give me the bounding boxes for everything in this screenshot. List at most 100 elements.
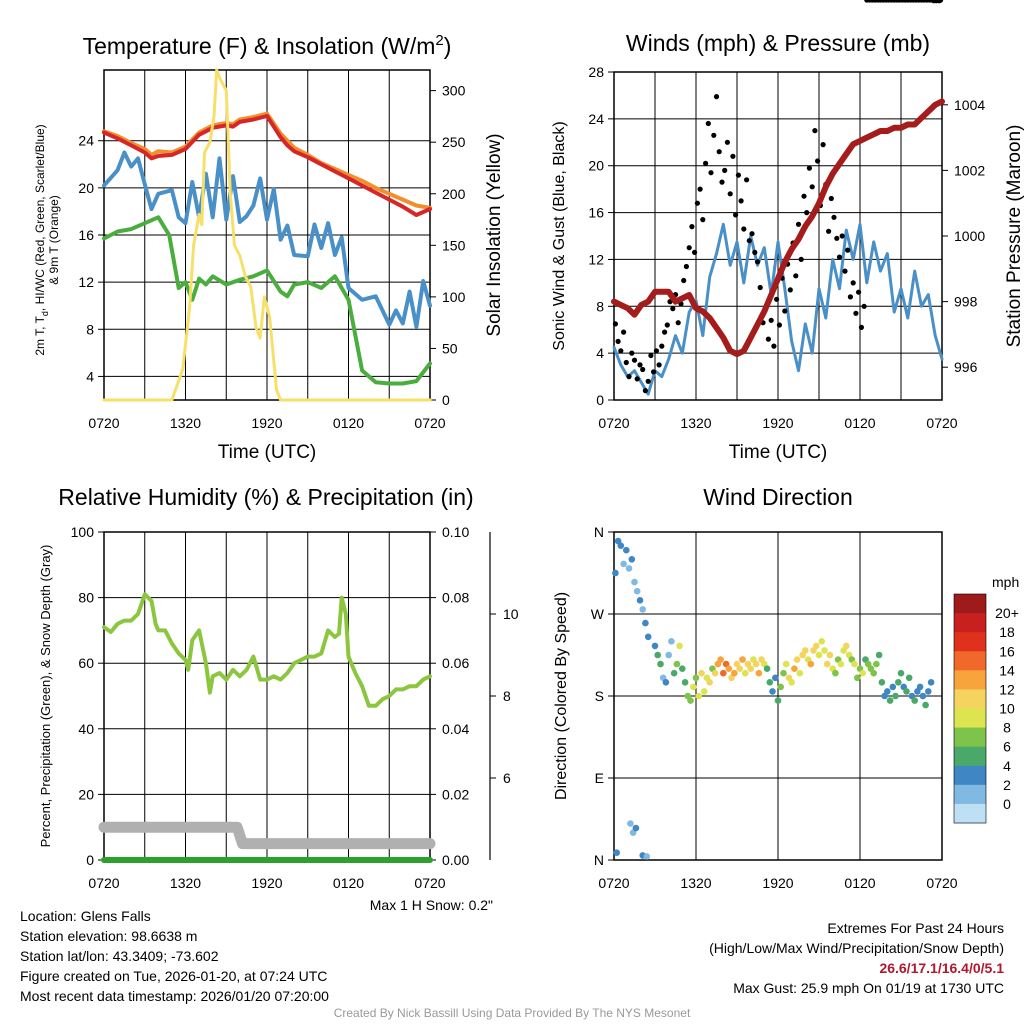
colorbar-label: 18 xyxy=(999,624,1015,640)
y-tick-label: 80 xyxy=(78,590,94,606)
gust-point xyxy=(697,186,703,192)
y-right-tick-label: 250 xyxy=(442,134,466,150)
y-tick-label: S xyxy=(595,688,604,704)
gust-point xyxy=(795,221,802,227)
direction-point xyxy=(720,669,727,677)
colorbar: mph 20+ 18 16 14 12 10 8 6 4 2 0 xyxy=(953,574,1019,824)
gust-point xyxy=(741,226,747,232)
gust-point xyxy=(850,280,856,286)
series-dew-point-line xyxy=(102,215,432,386)
extremes-title: Extremes For Past 24 Hours xyxy=(827,920,1004,936)
direction-point xyxy=(613,849,620,856)
direction-point xyxy=(793,656,801,663)
x-tick-label: 1320 xyxy=(680,875,711,891)
y-tick-label: W xyxy=(591,606,605,622)
y-tick-label: 16 xyxy=(588,205,604,221)
extremes-values: 26.6/17.1/16.4/0/5.1 xyxy=(879,960,1004,976)
gust-point xyxy=(839,233,845,239)
direction-point xyxy=(892,692,899,700)
y-right-tick-label: 1002 xyxy=(954,162,985,178)
extremes-panel: Extremes For Past 24 Hours (High/Low/Max… xyxy=(709,918,1004,998)
y-right-tick-label: 300 xyxy=(442,83,466,99)
gust-point xyxy=(757,284,763,291)
series-sonic-wind-line xyxy=(612,222,944,396)
direction-point xyxy=(889,683,897,691)
gust-point xyxy=(768,317,774,323)
direction-point xyxy=(632,824,640,832)
y-right-tick-label: 0.04 xyxy=(442,721,469,737)
direction-point xyxy=(633,587,641,595)
gust-point xyxy=(754,259,761,265)
y-right-tick-label: 1000 xyxy=(954,228,985,244)
direction-point xyxy=(717,656,724,663)
chart-title-end: ) xyxy=(444,33,452,59)
direction-point xyxy=(706,679,713,686)
chart-wind-panel: 0720 1320 1920 0120 0720 0 4 8 12 16 20 24 28 996 998 1… xyxy=(551,0,1024,463)
gust-point xyxy=(812,128,818,134)
x-tick-label: 0720 xyxy=(414,415,445,431)
gust-point xyxy=(730,153,736,159)
gust-point xyxy=(612,321,619,327)
plot-frame xyxy=(103,69,431,401)
gust-point xyxy=(815,158,821,164)
y-right-tick-label: 0.02 xyxy=(442,786,469,802)
gust-point xyxy=(727,191,733,197)
gust-point xyxy=(692,249,698,255)
direction-point xyxy=(903,688,910,695)
created-label: Figure created on Tue, 2026-01-20, at 07… xyxy=(20,968,328,984)
direction-point xyxy=(777,683,784,691)
direction-point xyxy=(897,669,905,677)
direction-point xyxy=(925,688,932,695)
gust-point xyxy=(776,322,783,328)
gust-point xyxy=(703,160,709,166)
gust-point xyxy=(806,165,813,171)
direction-point xyxy=(802,647,809,654)
direction-point xyxy=(639,606,646,613)
direction-point xyxy=(651,642,659,650)
direction-point xyxy=(636,597,644,604)
gust-point xyxy=(820,142,826,148)
gust-point xyxy=(629,350,635,356)
direction-point xyxy=(859,669,866,677)
elevation-label: Station elevation: 98.6638 m xyxy=(20,928,198,944)
direction-point xyxy=(927,679,935,686)
direction-point xyxy=(873,660,880,668)
colorbar-title: mph xyxy=(992,574,1019,590)
direction-point xyxy=(695,692,702,700)
direction-point xyxy=(687,697,694,704)
series-snow-depth-line xyxy=(98,821,436,850)
colorbar-label: 10 xyxy=(999,701,1015,717)
y-axis-label-line2: & 9m T (Orange) xyxy=(47,195,61,285)
chart-title: Relative Humidity (%) & Precipitation (i… xyxy=(58,484,473,510)
direction-point xyxy=(736,665,743,672)
y-tick-label: 20 xyxy=(78,180,94,196)
colorbar-swatch xyxy=(954,651,986,671)
direction-point xyxy=(690,683,697,691)
y-tick-label: E xyxy=(595,770,604,786)
gust-point xyxy=(765,336,772,342)
direction-point xyxy=(739,656,746,663)
series-2m-t-line xyxy=(102,114,432,217)
gust-point xyxy=(640,366,646,373)
y-axis-label-part: 2m T, T xyxy=(33,315,47,355)
gust-point xyxy=(752,249,758,255)
direction-point xyxy=(711,669,719,677)
colorbar-swatch xyxy=(954,613,986,633)
station-info: Location: Glens Falls Station elevation:… xyxy=(20,906,329,1006)
direction-point xyxy=(617,542,625,549)
colorbar-swatch xyxy=(954,765,986,786)
y-tick-label: 4 xyxy=(596,345,604,361)
x-tick-label: 0720 xyxy=(88,875,119,891)
y-axis-label: Sonic Wind & Gust (Blue, Black) xyxy=(551,121,568,350)
y-right-tick-label: 998 xyxy=(954,294,978,310)
direction-point xyxy=(807,660,815,668)
gust-point xyxy=(861,303,867,309)
colorbar-label: 8 xyxy=(1003,720,1011,736)
direction-point xyxy=(681,679,689,686)
colorbar-swatch xyxy=(954,727,986,748)
gust-point xyxy=(713,94,720,100)
gust-point xyxy=(774,296,780,302)
x-tick-label: 0720 xyxy=(598,875,629,891)
colorbar-swatch xyxy=(954,670,986,690)
y-tick-label: 4 xyxy=(86,368,94,384)
